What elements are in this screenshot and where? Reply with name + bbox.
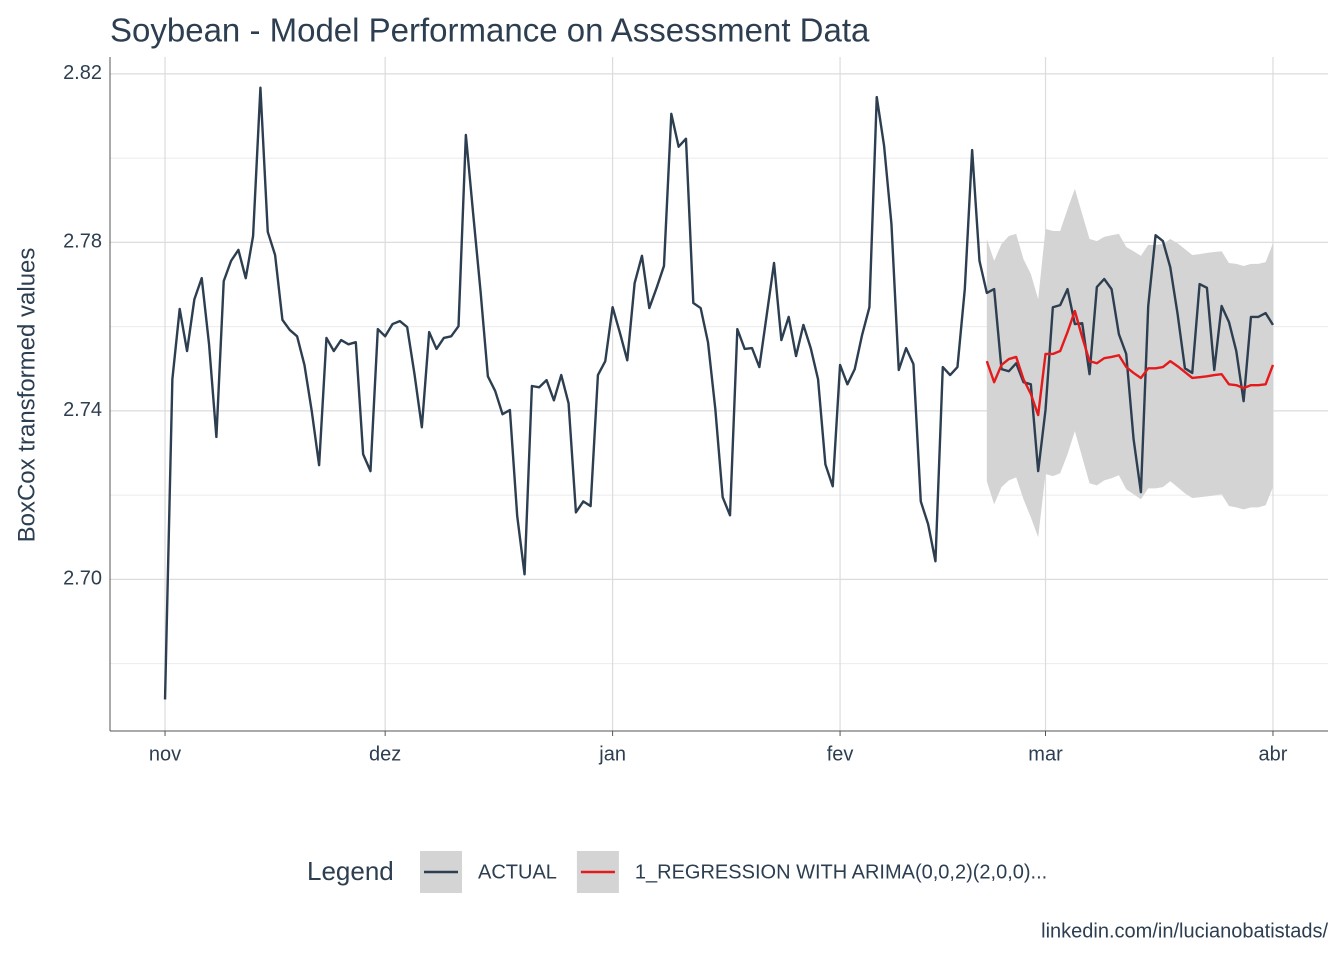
chart-title: Soybean - Model Performance on Assessmen… [110,12,870,49]
y-tick-label: 2.78 [63,231,102,253]
legend-title: Legend [307,856,394,886]
series-line [985,309,1275,417]
legend-label: ACTUAL [478,861,557,883]
series-line [163,86,1274,700]
x-tick-label: abr [1259,743,1288,765]
x-tick-label: jan [598,743,626,765]
y-tick-label: 2.82 [63,62,102,84]
confidence-band [986,188,1273,538]
y-tick-label: 2.74 [63,399,102,421]
x-tick-label: fev [827,743,854,765]
y-tick-label: 2.70 [63,568,102,590]
x-tick-label: dez [369,743,401,765]
y-axis-title: BoxCox transformed values [13,248,40,543]
legend-label: 1_REGRESSION WITH ARIMA(0,0,2)(2,0,0)... [635,861,1047,883]
x-tick-label: nov [149,743,181,765]
x-tick-label: mar [1028,743,1063,765]
caption: linkedin.com/in/lucianobatistads/ [1041,920,1328,942]
